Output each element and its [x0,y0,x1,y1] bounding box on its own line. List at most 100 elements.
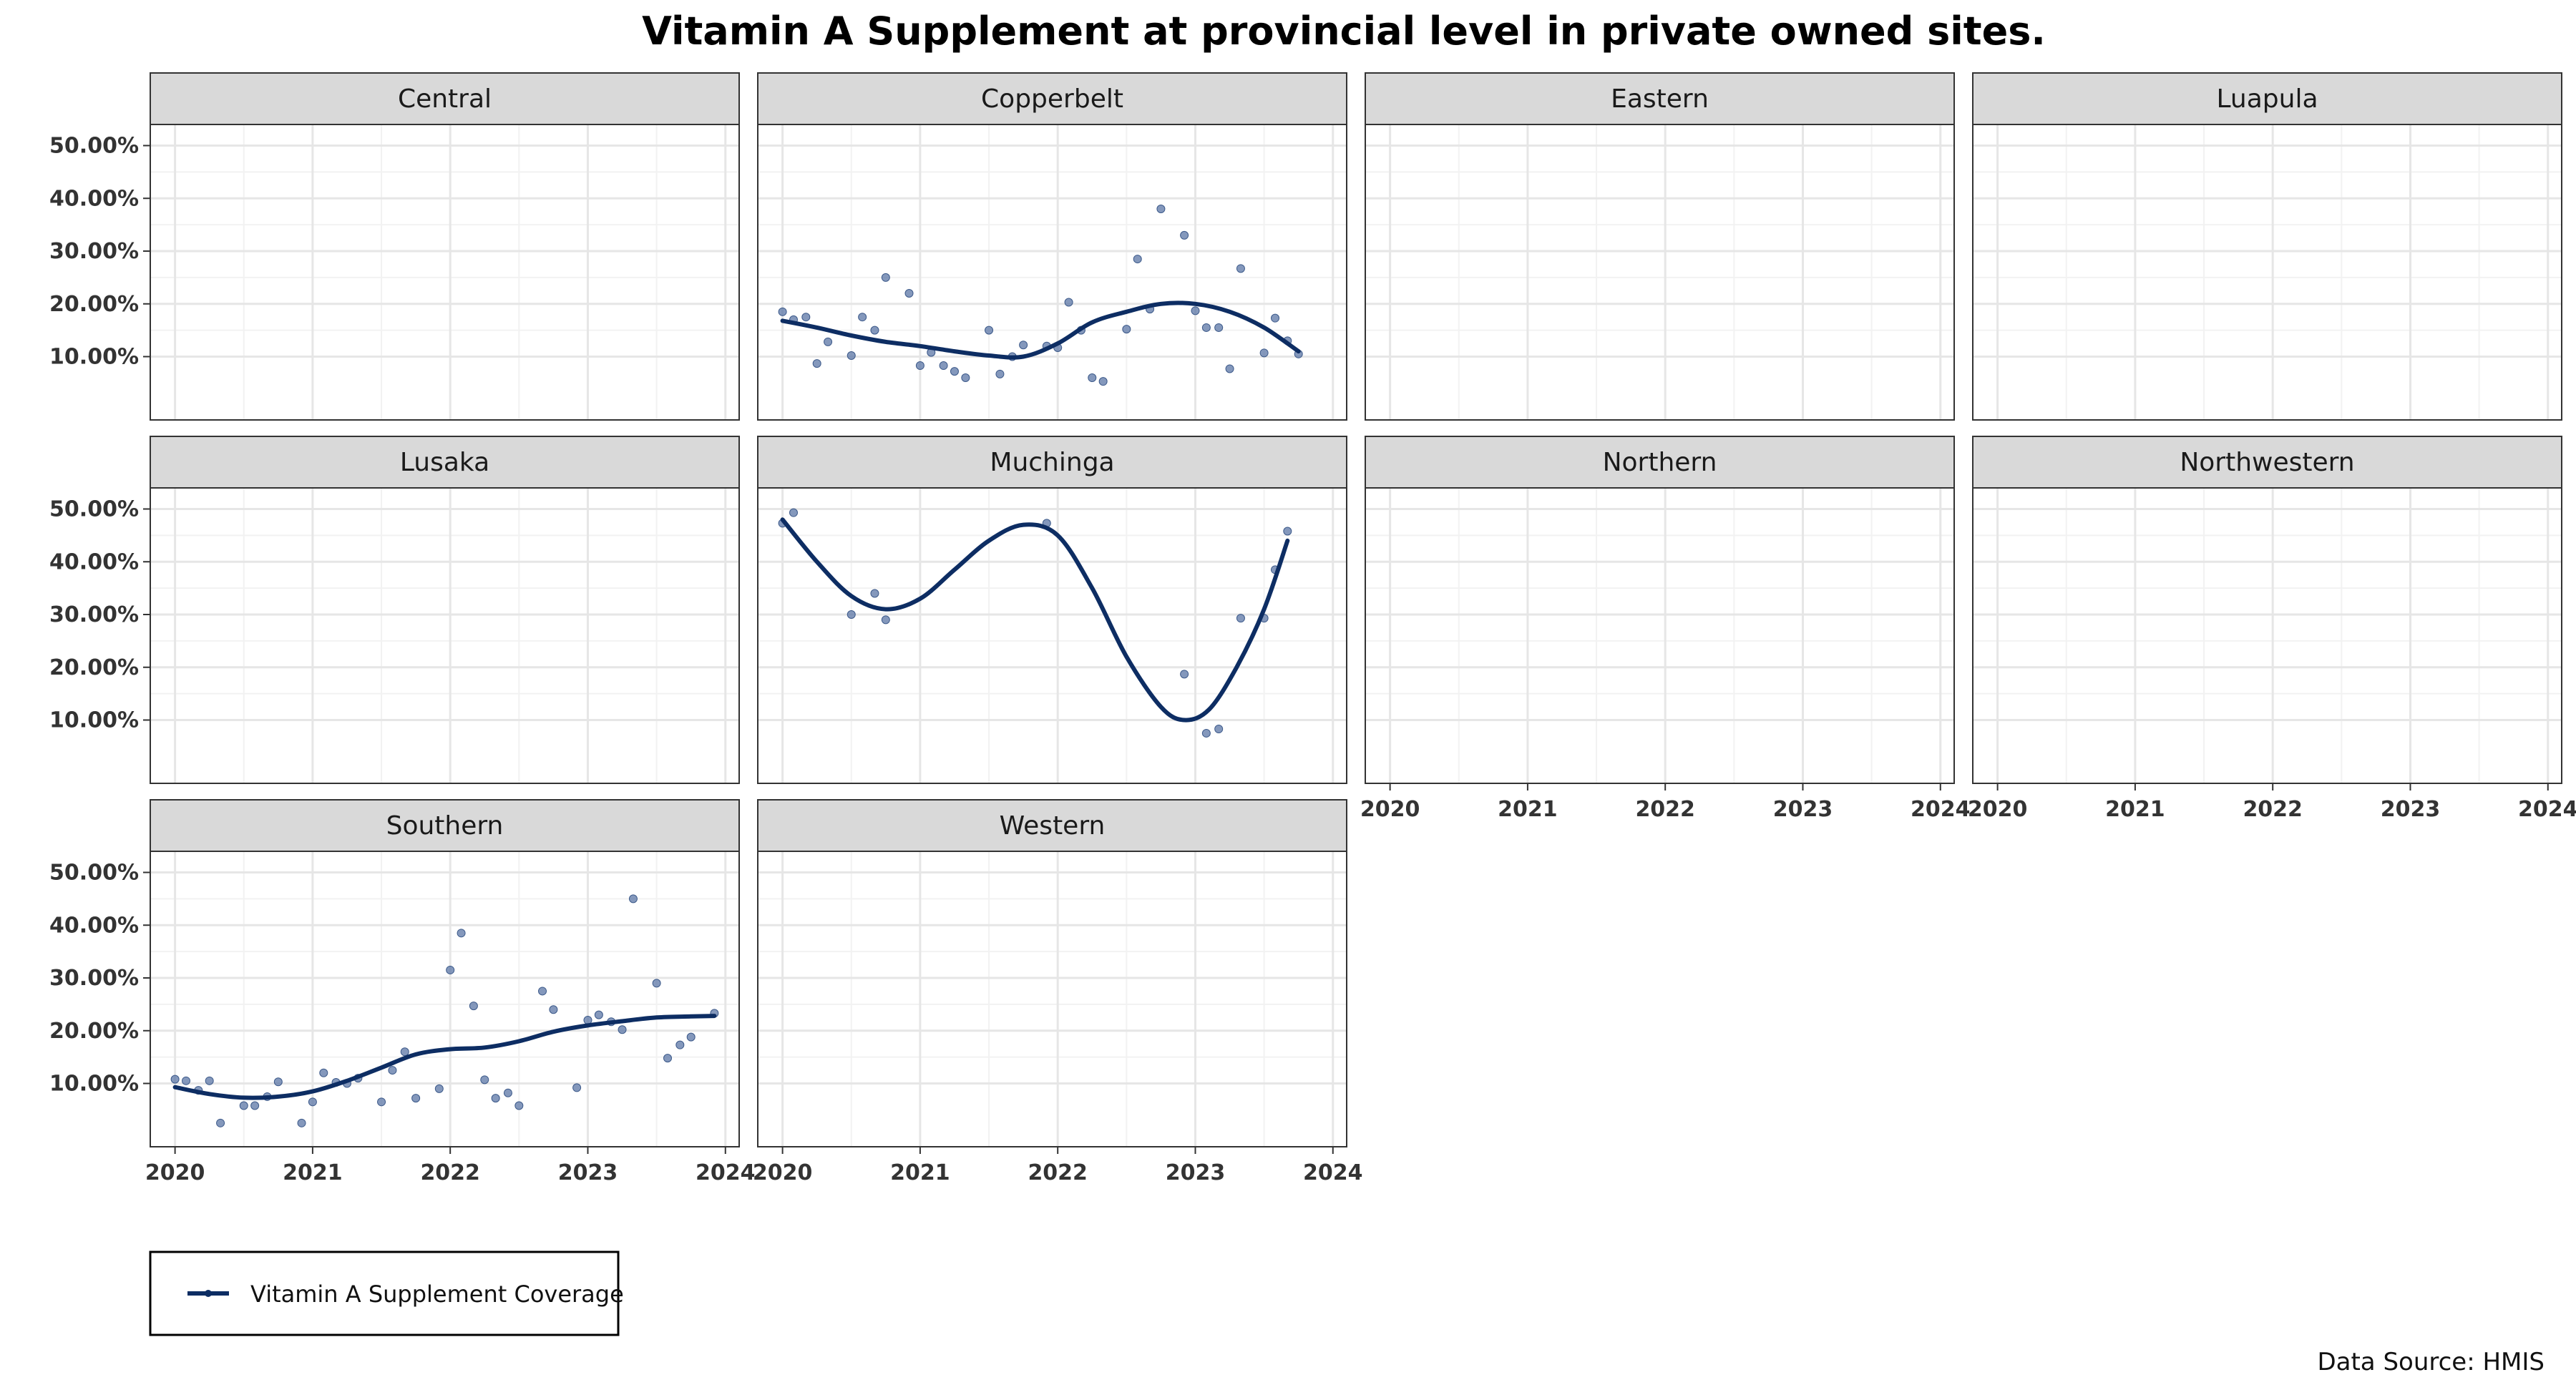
facet-strip [150,799,740,852]
plot-background [1365,488,1954,783]
data-source-note: Data Source: HMIS [2317,1348,2545,1376]
panel-muchinga: Muchinga [757,436,1347,784]
y-tick-label: 50.00% [49,497,139,522]
plot-background [150,124,739,420]
data-point [411,1094,421,1103]
x-tick-label: 2021 [1498,797,1558,822]
data-point [308,1097,317,1107]
data-point [1214,323,1224,332]
x-tick-label: 2021 [890,1160,950,1185]
data-point [1122,325,1131,334]
y-tick-label: 50.00% [49,134,139,159]
panel-border [757,487,1347,784]
data-point [205,1076,214,1085]
data-point [1180,230,1189,240]
facet-label: Northern [1603,448,1717,477]
plot-background [1365,124,1954,420]
facet-label: Northwestern [2180,448,2354,477]
x-tick-label: 2024 [696,1160,756,1185]
data-point [239,1101,248,1110]
x-tick-label: 2022 [1028,1160,1088,1185]
data-point [1214,725,1224,734]
data-point [1259,348,1269,358]
data-point [1191,306,1200,315]
plot-background [150,488,739,783]
data-point [870,326,879,335]
panel-eastern: Eastern [1365,72,1955,421]
facet-label: Lusaka [400,448,489,477]
data-point [652,979,661,988]
y-tick-label: 40.00% [49,549,139,574]
panel-border [1972,124,2562,421]
data-point [950,367,959,376]
panel-border [1972,487,2562,784]
y-tick-label: 30.00% [49,966,139,991]
data-point [297,1118,306,1127]
data-point [1088,373,1097,382]
plot-background [150,851,739,1147]
data-point [457,929,466,938]
panel-border [1365,487,1955,784]
data-point [686,1032,696,1042]
data-point [812,359,821,368]
x-tick-label: 2020 [753,1160,813,1185]
data-point [870,589,879,598]
data-point [1201,323,1211,332]
facet-strip [1972,72,2562,125]
y-tick-label: 40.00% [49,186,139,211]
panel-northwestern: Northwestern 2020 2021 2022 2023 2024 [1968,436,2576,822]
x-tick-label: 2022 [420,1160,480,1185]
x-tick-label: 2024 [1303,1160,1363,1185]
data-point [858,313,867,322]
panel-southern: Southern 10.00% 20.00% 30.00% 40.00% 50.00% 20… [49,799,756,1185]
trend-line [780,300,1301,360]
data-point [170,1075,180,1084]
facet-strip [150,72,740,125]
panel-border [150,851,740,1147]
data-point [1098,377,1108,386]
plot-background [1973,488,2562,783]
data-point [1236,264,1245,273]
x-tick-label: 2023 [558,1160,618,1185]
data-point [491,1094,500,1103]
data-point [1201,728,1211,738]
y-tick-label: 10.00% [49,708,139,733]
facet-label: Muchinga [990,448,1114,477]
facet-label: Eastern [1611,84,1709,114]
data-point [663,1054,673,1063]
data-point [434,1084,444,1093]
data-point [273,1077,283,1087]
data-point [594,1010,603,1019]
y-tick-label: 30.00% [49,239,139,264]
data-point [377,1097,386,1107]
x-tick-label: 2020 [1360,797,1420,822]
y-tick-label: 30.00% [49,602,139,627]
data-point [388,1066,397,1075]
panel-copperbelt: Copperbelt [757,72,1347,421]
data-point [904,289,914,298]
data-point [503,1088,512,1097]
panel-border [1365,124,1955,421]
facet-panels: Central 10.00% 20.00% 30.00% 40.00% 50.00% Cop… [49,72,2576,1185]
panel-luapula: Luapula [1972,72,2562,421]
panel-lusaka: Lusaka 10.00% 20.00% 30.00% 40.00% 50.00% [49,436,740,784]
x-tick-label: 2023 [2381,797,2441,822]
data-point [847,351,856,361]
data-point [628,894,638,904]
y-tick-label: 50.00% [49,861,139,886]
data-point [1236,614,1245,623]
panel-border [150,124,740,421]
x-tick-label: 2020 [1968,797,2028,822]
data-point [618,1025,627,1034]
x-tick-label: 2023 [1166,1160,1226,1185]
y-tick-label: 40.00% [49,913,139,938]
data-point [881,615,890,625]
y-tick-label: 10.00% [49,345,139,370]
x-tick-label: 2021 [283,1160,343,1185]
data-point [572,1083,582,1092]
data-point [1156,205,1166,213]
facet-strip [757,72,1347,125]
panel-western: Western 2020 2021 2022 2023 2024 [753,799,1363,1185]
data-point [675,1040,685,1049]
facet-strip [757,436,1347,489]
